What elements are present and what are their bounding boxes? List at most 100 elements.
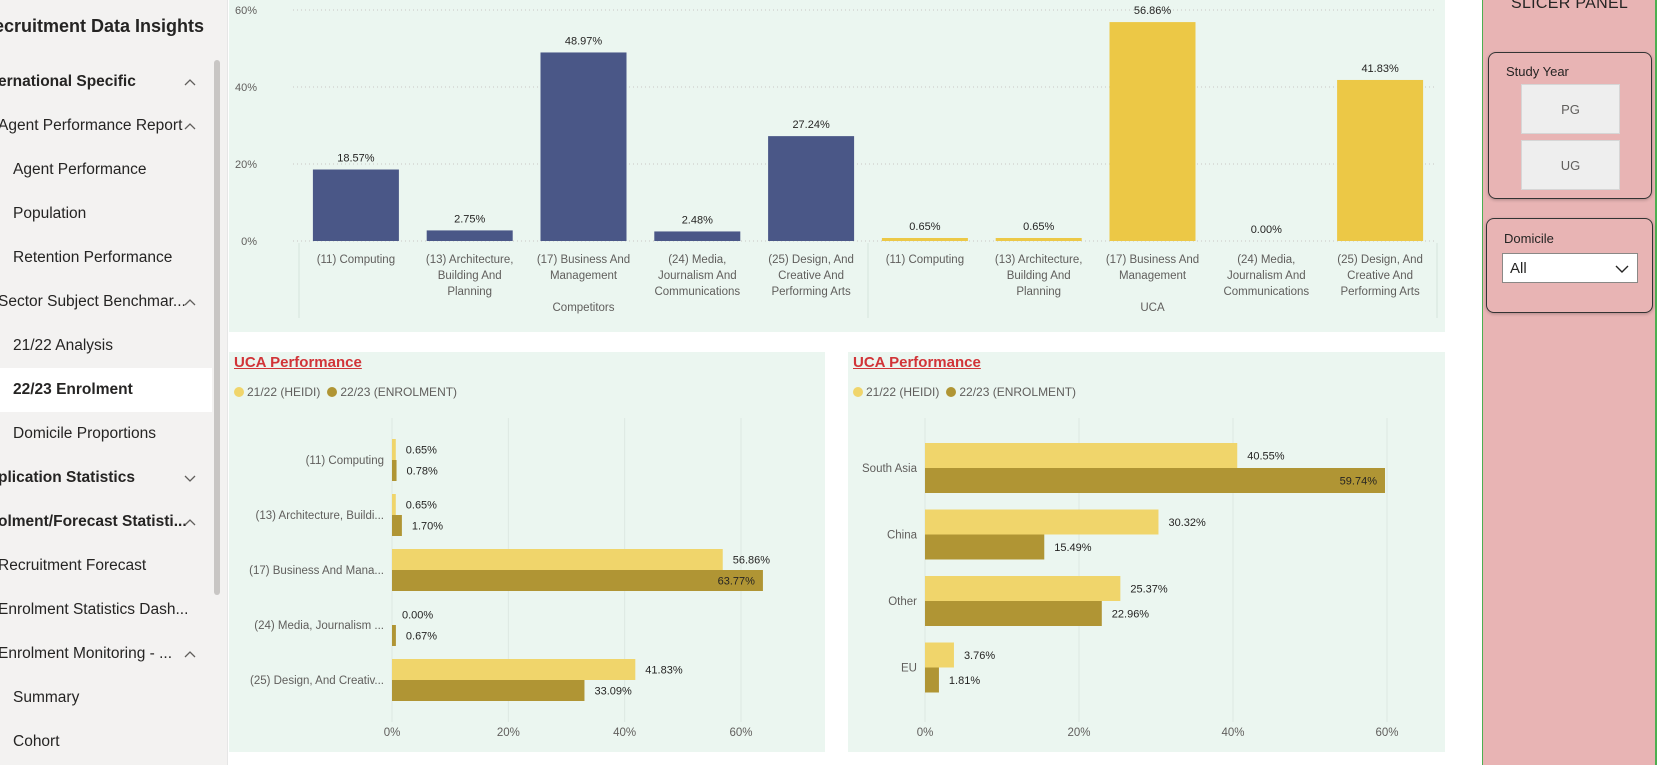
domicile-slicer: Domicile All <box>1486 218 1653 313</box>
chevron-up-icon[interactable] <box>182 294 198 310</box>
bar[interactable] <box>392 460 397 481</box>
slicer-panel-title: SLICER PANEL <box>1511 0 1629 12</box>
legend-entry-enrolment[interactable]: 22/23 (ENROLMENT) <box>946 385 1076 399</box>
bar[interactable] <box>654 231 741 241</box>
x-tick-label: 0% <box>917 727 934 739</box>
sidebar-item-label: ernational Specific <box>0 73 136 90</box>
bar[interactable] <box>925 509 1159 535</box>
bar[interactable] <box>768 136 855 241</box>
bar[interactable] <box>925 468 1385 493</box>
bar[interactable] <box>392 549 723 570</box>
sidebar-item[interactable]: Agent Performance Report <box>0 104 212 148</box>
x-tick-label: 60% <box>1375 727 1398 739</box>
chevron-up-icon[interactable] <box>182 118 198 134</box>
sidebar-item-label: Recruitment Forecast <box>0 557 147 574</box>
bar[interactable] <box>925 667 939 693</box>
data-label: 59.74% <box>1340 476 1378 488</box>
category-label: (24) Media, Journalism ... <box>254 620 384 632</box>
chart-legend: 21/22 (HEIDI) 22/23 (ENROLMENT) <box>234 385 464 399</box>
x-tick-label: (11) Computing <box>317 254 395 266</box>
study-year-label: Study Year <box>1506 64 1569 79</box>
legend-entry-heidi[interactable]: 21/22 (HEIDI) <box>234 385 320 399</box>
bar[interactable] <box>1109 22 1196 241</box>
bar[interactable] <box>426 230 513 241</box>
domicile-performance-svg: 0% 20% 40% 60% 40.55% 59.74% South Asia 30.32% 1… <box>862 418 1399 739</box>
bar[interactable] <box>392 659 636 680</box>
chevron-down-icon[interactable] <box>182 470 198 486</box>
bar[interactable] <box>925 601 1102 626</box>
chart-title[interactable]: UCA Performance <box>234 354 362 371</box>
sidebar-item[interactable]: Cohort <box>0 720 212 764</box>
data-label: 22.96% <box>1112 609 1150 621</box>
study-year-ug-button[interactable]: UG <box>1521 140 1620 190</box>
sidebar-item[interactable]: Agent Performance <box>0 148 212 192</box>
sidebar-item[interactable]: plication Statistics <box>0 456 212 500</box>
sidebar-item-label: Agent Performance <box>13 161 147 178</box>
x-tick-label: 40% <box>1221 727 1244 739</box>
chart-legend: 21/22 (HEIDI) 22/23 (ENROLMENT) <box>853 385 1083 399</box>
bar[interactable] <box>392 439 396 460</box>
x-tick-label: Journalism And <box>1227 270 1306 282</box>
category-label: (13) Architecture, Buildi... <box>256 510 384 522</box>
bar[interactable] <box>995 238 1082 241</box>
data-label: 0.65% <box>406 500 437 512</box>
chevron-up-icon[interactable] <box>182 514 198 530</box>
data-label: 0.67% <box>406 631 437 643</box>
sidebar-item[interactable]: Retention Performance <box>0 236 212 280</box>
x-tick-label: 0% <box>384 727 401 739</box>
subject-performance-svg: 0% 20% 40% 60% 0.65% 0.78% (11) Computing 0.65%… <box>249 418 771 739</box>
sidebar-scrollbar[interactable] <box>214 60 220 595</box>
y-tick-label: 40% <box>235 82 257 94</box>
x-tick-label: (13) Architecture, <box>426 254 514 266</box>
data-label: 0.65% <box>1023 221 1054 233</box>
sidebar-item-label: olment/Forecast Statisti... <box>0 513 187 530</box>
bar[interactable] <box>925 443 1238 468</box>
sidebar-item-label: Summary <box>13 689 80 706</box>
bar[interactable] <box>392 680 585 701</box>
data-label: 40.55% <box>1247 451 1285 463</box>
chevron-up-icon[interactable] <box>182 646 198 662</box>
sidebar-item[interactable]: Summary <box>0 676 212 720</box>
bar[interactable] <box>925 534 1045 560</box>
sidebar-item[interactable]: Recruitment Forecast <box>0 544 212 588</box>
domicile-dropdown[interactable]: All <box>1502 253 1638 283</box>
data-label: 2.75% <box>454 213 485 225</box>
bar[interactable] <box>925 576 1121 601</box>
sidebar-item[interactable]: Enrolment Statistics Dash... <box>0 588 212 632</box>
bar[interactable] <box>312 169 399 241</box>
sidebar-item[interactable]: Sector Subject Benchmar... <box>0 280 212 324</box>
category-label: China <box>887 530 918 542</box>
sidebar-item[interactable]: Domicile Proportions <box>0 412 212 456</box>
data-label: 2.48% <box>682 214 713 226</box>
bar[interactable] <box>540 52 627 241</box>
group-label: Competitors <box>553 302 615 314</box>
sidebar-item[interactable]: 21/22 Analysis <box>0 324 212 368</box>
study-year-pg-button[interactable]: PG <box>1521 84 1620 134</box>
sidebar-item[interactable]: Population <box>0 192 212 236</box>
legend-entry-heidi[interactable]: 21/22 (HEIDI) <box>853 385 939 399</box>
data-label: 18.57% <box>337 153 375 165</box>
sidebar-item[interactable]: 22/23 Enrolment <box>0 368 212 412</box>
sidebar-item[interactable]: Enrolment Monitoring - ... <box>0 632 212 676</box>
data-label: 33.09% <box>594 686 632 698</box>
chevron-up-icon[interactable] <box>182 74 198 90</box>
bar[interactable] <box>925 642 954 668</box>
sidebar-item-label: Enrolment Statistics Dash... <box>0 601 189 618</box>
bar[interactable] <box>881 238 968 241</box>
chart-title[interactable]: UCA Performance <box>853 354 981 371</box>
bar[interactable] <box>392 515 402 536</box>
sidebar-item-label: 22/23 Enrolment <box>13 381 133 398</box>
data-label: 0.00% <box>1251 224 1282 236</box>
bar[interactable] <box>1337 79 1424 241</box>
bar[interactable] <box>392 625 396 646</box>
category-label: Other <box>888 596 917 608</box>
legend-entry-enrolment[interactable]: 22/23 (ENROLMENT) <box>327 385 457 399</box>
x-tick-label: Journalism And <box>658 270 737 282</box>
bar[interactable] <box>392 570 763 591</box>
bar[interactable] <box>392 494 396 515</box>
sidebar-item[interactable]: olment/Forecast Statisti... <box>0 500 212 544</box>
subject-benchmark-chart: 0% 20% 40% 60% 18.57% (11) Computing 2.75% (13)… <box>229 0 1445 332</box>
data-label: 56.86% <box>733 555 771 567</box>
sidebar-item[interactable]: ernational Specific <box>0 60 212 104</box>
data-label: 15.49% <box>1054 542 1092 554</box>
